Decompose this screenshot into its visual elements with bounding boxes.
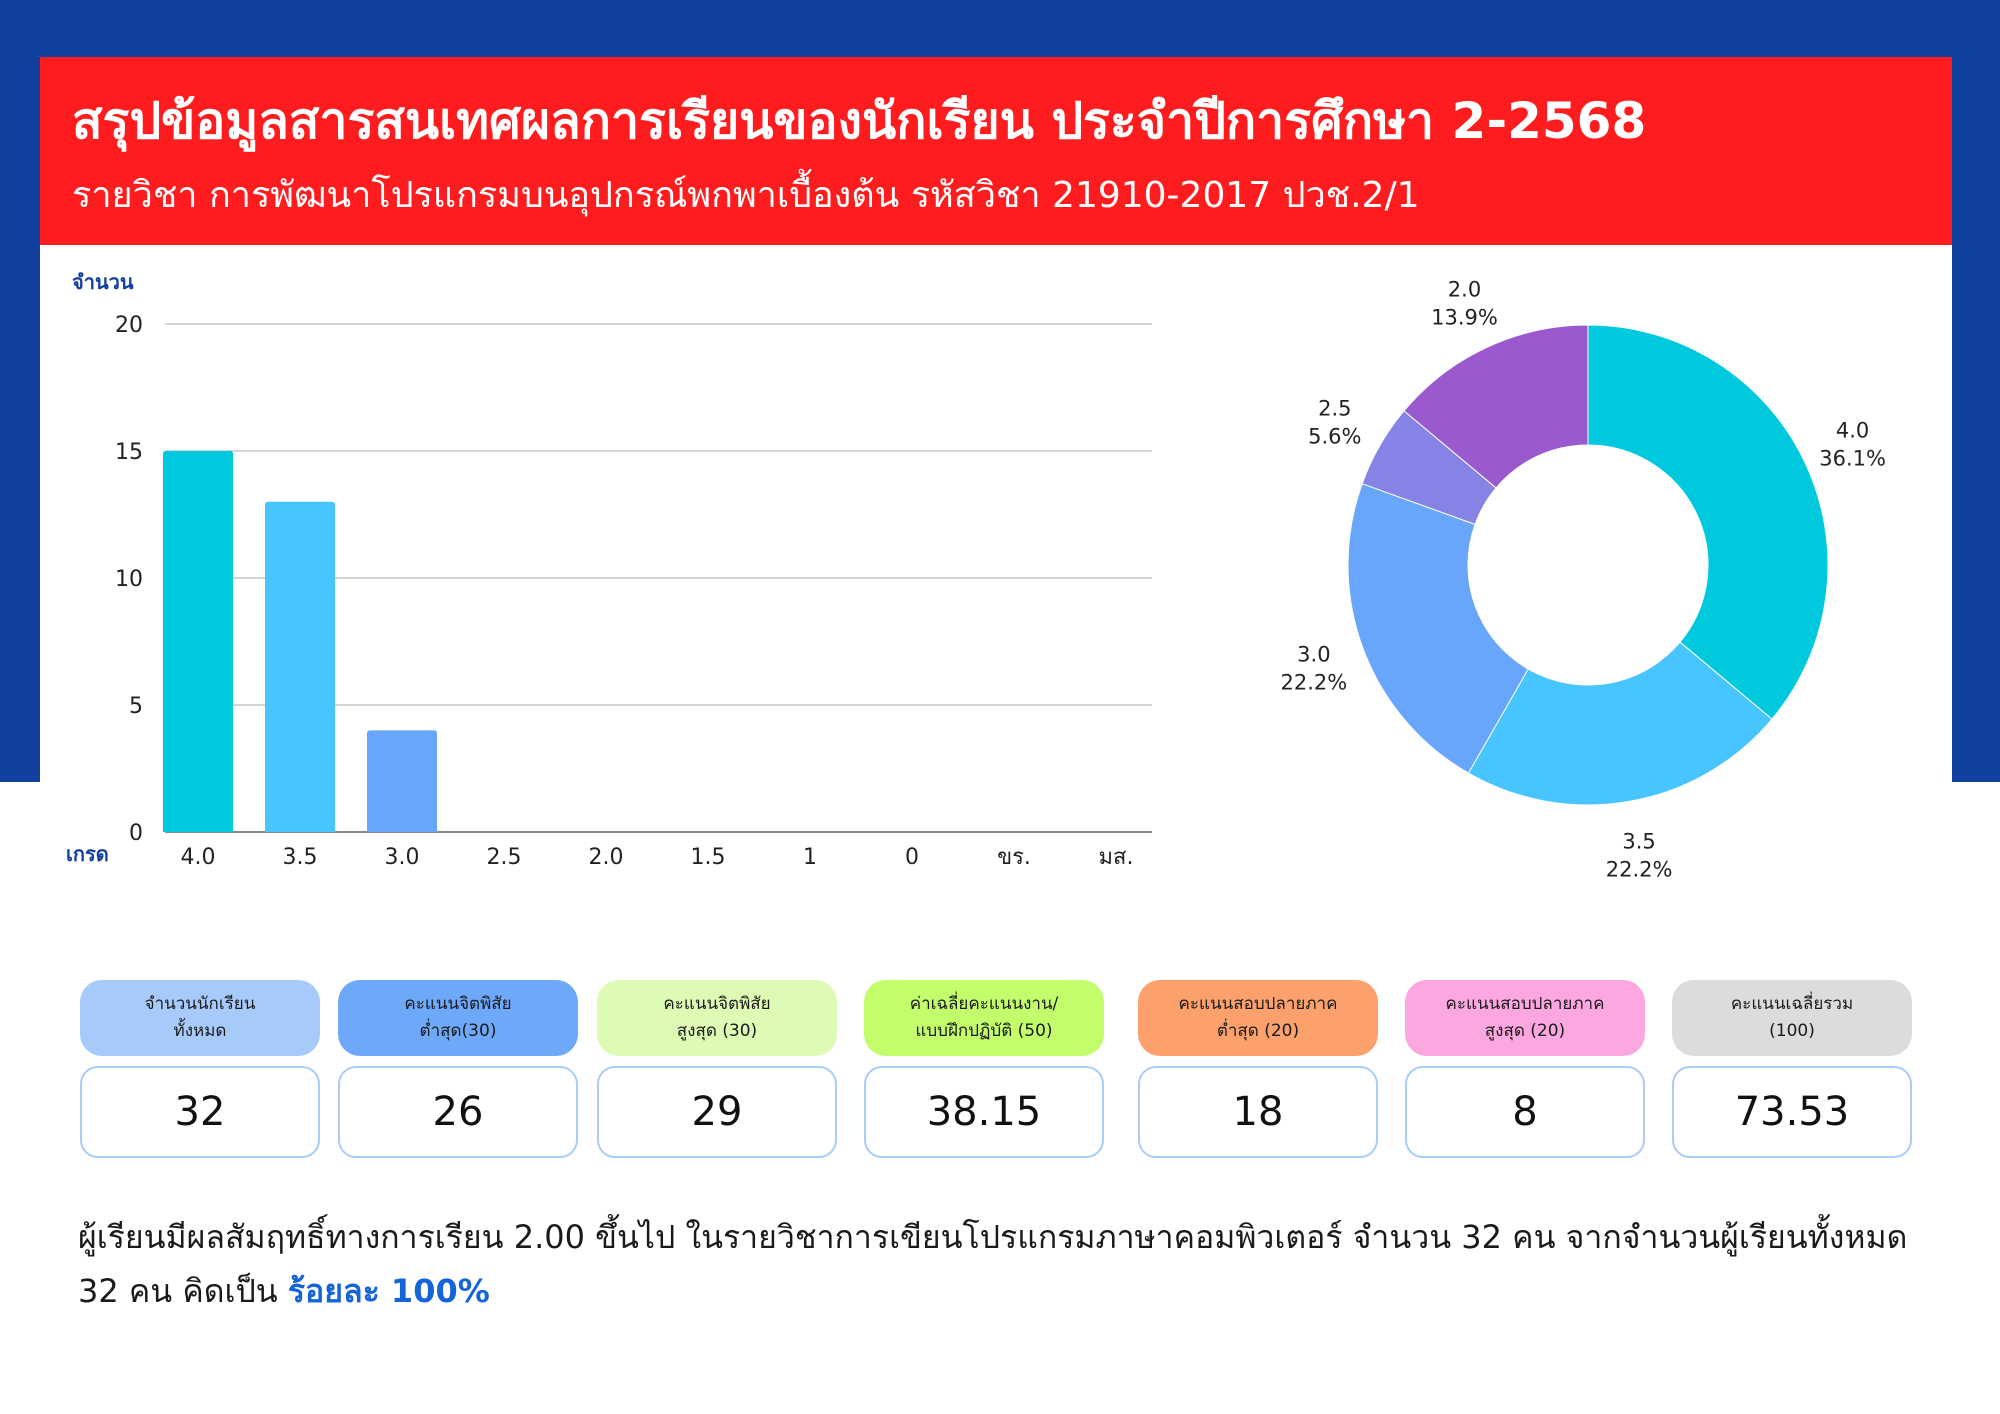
- header-banner: [40, 57, 1952, 245]
- x-tick-label: มส.: [1099, 845, 1134, 870]
- summary-highlight: ร้อยละ 100%: [287, 1272, 490, 1310]
- slice-label: 2.5: [1318, 397, 1351, 421]
- x-tick-label: 1.5: [691, 845, 726, 870]
- stat-value: 8: [1405, 1066, 1645, 1158]
- y-tick-label: 0: [129, 821, 143, 846]
- x-tick-label: 2.0: [589, 845, 624, 870]
- x-tick-label: 2.5: [487, 845, 522, 870]
- slice-4.0: [1587, 324, 1829, 720]
- stat-card: คะแนนสอบปลายภาค ต่ำสุด (20) 18: [1138, 980, 1378, 1158]
- y-tick-label: 15: [115, 440, 143, 465]
- slice-2.0: [1403, 324, 1589, 489]
- stat-label: คะแนนจิตพิสัย สูงสุด (30): [597, 980, 837, 1056]
- stat-label: คะแนนเฉลี่ยรวม (100): [1672, 980, 1912, 1056]
- page-title: สรุปข้อมูลสารสนเทศผลการเรียนของนักเรียน …: [72, 92, 1647, 150]
- stat-label: จำนวนนักเรียน ทั้งหมด: [80, 980, 320, 1056]
- slice-label: 4.0: [1836, 419, 1869, 443]
- x-tick-label: 3.5: [283, 845, 318, 870]
- x-tick-label: ขร.: [997, 845, 1031, 870]
- grade-donut-chart: 4.0 36.1% 3.5 22.2% 3.0 22.2% 2.5 5.6% 2.0 13.9%: [1281, 277, 1886, 881]
- y-tick-label: 5: [129, 694, 143, 719]
- slice-label: 3.5: [1622, 829, 1655, 853]
- slice-label: 3.0: [1297, 643, 1330, 667]
- bar-3.0: [367, 730, 437, 832]
- stat-card: คะแนนสอบปลายภาค สูงสุด (20) 8: [1405, 980, 1645, 1158]
- slice-label: 2.0: [1448, 277, 1481, 301]
- stat-label: คะแนนสอบปลายภาค ต่ำสุด (20): [1138, 980, 1378, 1056]
- stat-card: คะแนนเฉลี่ยรวม (100) 73.53: [1672, 980, 1912, 1158]
- stat-card: คะแนนจิตพิสัย ต่ำสุด(30) 26: [338, 980, 578, 1158]
- stat-value: 18: [1138, 1066, 1378, 1158]
- slice-3.0: [1347, 483, 1529, 774]
- stat-card: จำนวนนักเรียน ทั้งหมด 32: [80, 980, 320, 1158]
- bar-chart-xlabel: เกรด: [66, 842, 109, 866]
- stat-value: 26: [338, 1066, 578, 1158]
- stat-value: 29: [597, 1066, 837, 1158]
- stat-card: ค่าเฉลี่ยคะแนนงาน/ แบบฝึกปฏิบัติ (50) 38.…: [864, 980, 1104, 1158]
- summary-text: ผู้เรียนมีผลสัมฤทธิ์ทางการเรียน 2.00 ขึ้…: [78, 1210, 1928, 1318]
- stat-value: 73.53: [1672, 1066, 1912, 1158]
- bar-4.0: [163, 451, 233, 832]
- slice-percent: 22.2%: [1281, 671, 1348, 695]
- stat-card: คะแนนจิตพิสัย สูงสุด (30) 29: [597, 980, 837, 1158]
- summary-body: ผู้เรียนมีผลสัมฤทธิ์ทางการเรียน 2.00 ขึ้…: [78, 1218, 1908, 1310]
- page-subtitle: รายวิชา การพัฒนาโปรแกรมบนอุปกรณ์พกพาเบื้…: [72, 175, 1420, 216]
- stat-value: 38.15: [864, 1066, 1104, 1158]
- x-tick-label: 1: [803, 845, 817, 870]
- slice-percent: 36.1%: [1819, 447, 1886, 471]
- x-tick-label: 3.0: [385, 845, 420, 870]
- y-tick-label: 20: [115, 313, 143, 338]
- y-tick-label: 10: [115, 567, 143, 592]
- x-tick-label: 4.0: [181, 845, 216, 870]
- x-tick-label: 0: [905, 845, 919, 870]
- bar-3.5: [265, 501, 335, 832]
- stat-label: คะแนนสอบปลายภาค สูงสุด (20): [1405, 980, 1645, 1056]
- stat-label: ค่าเฉลี่ยคะแนนงาน/ แบบฝึกปฏิบัติ (50): [864, 980, 1104, 1056]
- slice-percent: 5.6%: [1308, 425, 1361, 449]
- stat-value: 32: [80, 1066, 320, 1158]
- slice-percent: 13.9%: [1431, 305, 1498, 329]
- slice-percent: 22.2%: [1606, 857, 1673, 881]
- slice-3.5: [1467, 641, 1773, 806]
- bar-chart-ylabel: จำนวน: [72, 270, 134, 294]
- stat-label: คะแนนจิตพิสัย ต่ำสุด(30): [338, 980, 578, 1056]
